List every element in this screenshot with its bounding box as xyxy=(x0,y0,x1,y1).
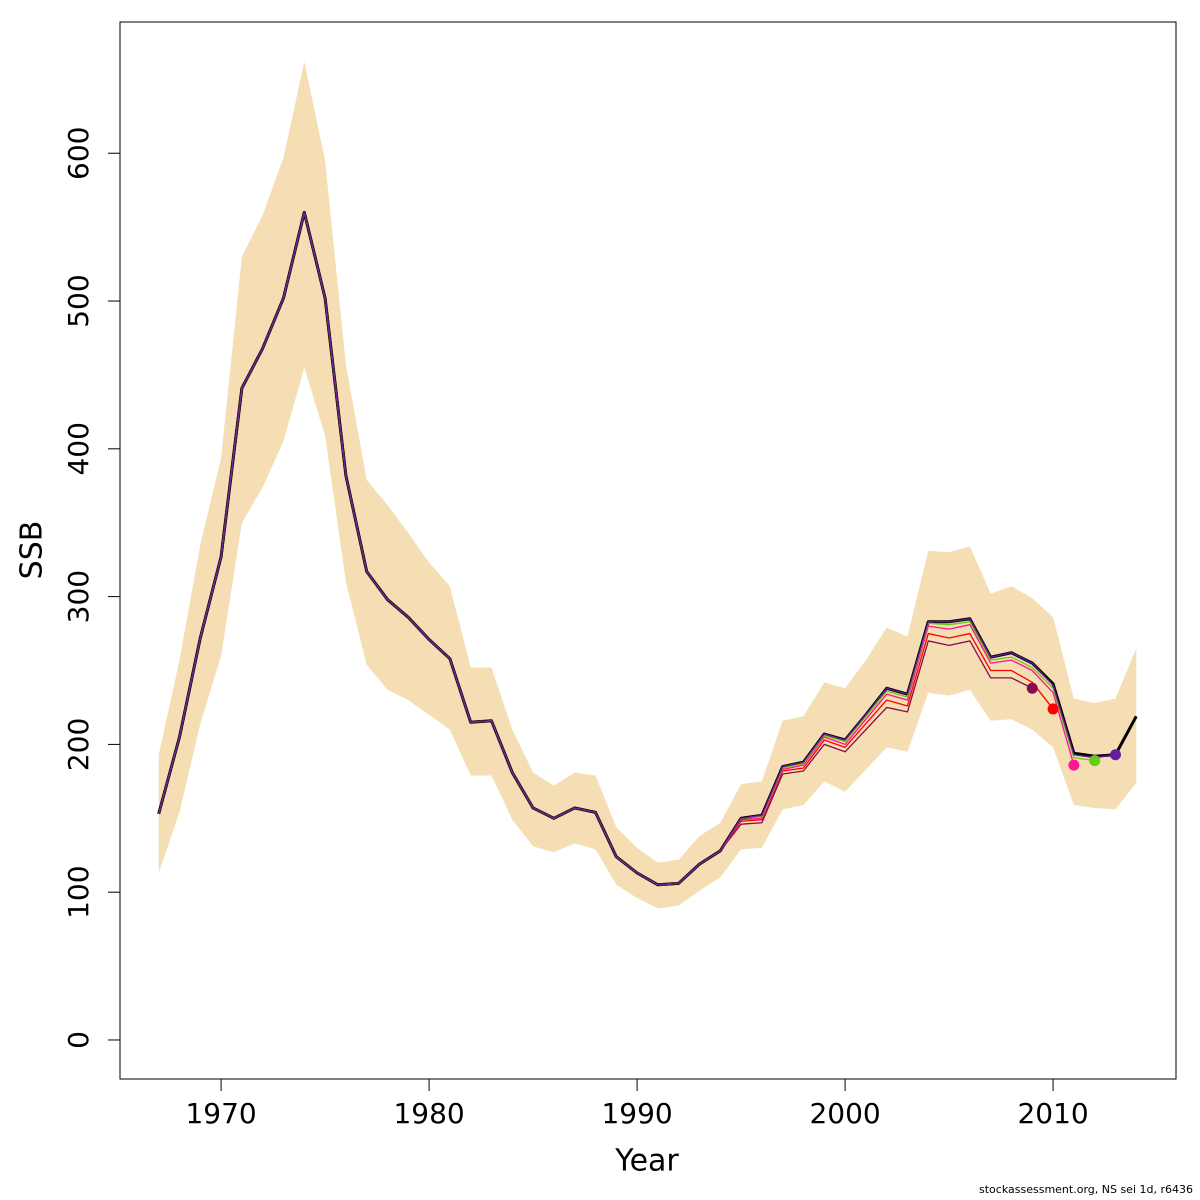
y-tick-label: 600 xyxy=(62,127,95,180)
retro-end-point xyxy=(1068,759,1080,771)
retro-end-point xyxy=(1109,749,1121,761)
y-axis-label: SSB xyxy=(15,521,50,580)
y-tick-label: 0 xyxy=(62,1031,95,1049)
retro-end-point xyxy=(1047,703,1059,715)
y-tick-label: 300 xyxy=(62,570,95,623)
confidence-band xyxy=(158,61,1137,909)
footer: stockassessment.org, NS sei 1d, r6436 xyxy=(979,1183,1193,1196)
y-tick-label: 200 xyxy=(62,718,95,771)
plot-frame xyxy=(119,21,1177,1080)
retro-end-point xyxy=(1089,755,1101,767)
retro-line xyxy=(158,211,1116,886)
x-tick-label: 1970 xyxy=(185,1097,256,1130)
y-tick-label: 400 xyxy=(62,422,95,475)
x-tick-label: 2000 xyxy=(809,1097,880,1130)
x-tick-label: 2010 xyxy=(1017,1097,1088,1130)
x-tick-label: 1990 xyxy=(601,1097,672,1130)
x-axis-label: Year xyxy=(614,1144,679,1179)
retro-end-point xyxy=(1026,682,1038,694)
y-tick-label: 100 xyxy=(62,865,95,918)
x-tick-label: 1980 xyxy=(393,1097,464,1130)
y-tick-label: 500 xyxy=(62,274,95,327)
